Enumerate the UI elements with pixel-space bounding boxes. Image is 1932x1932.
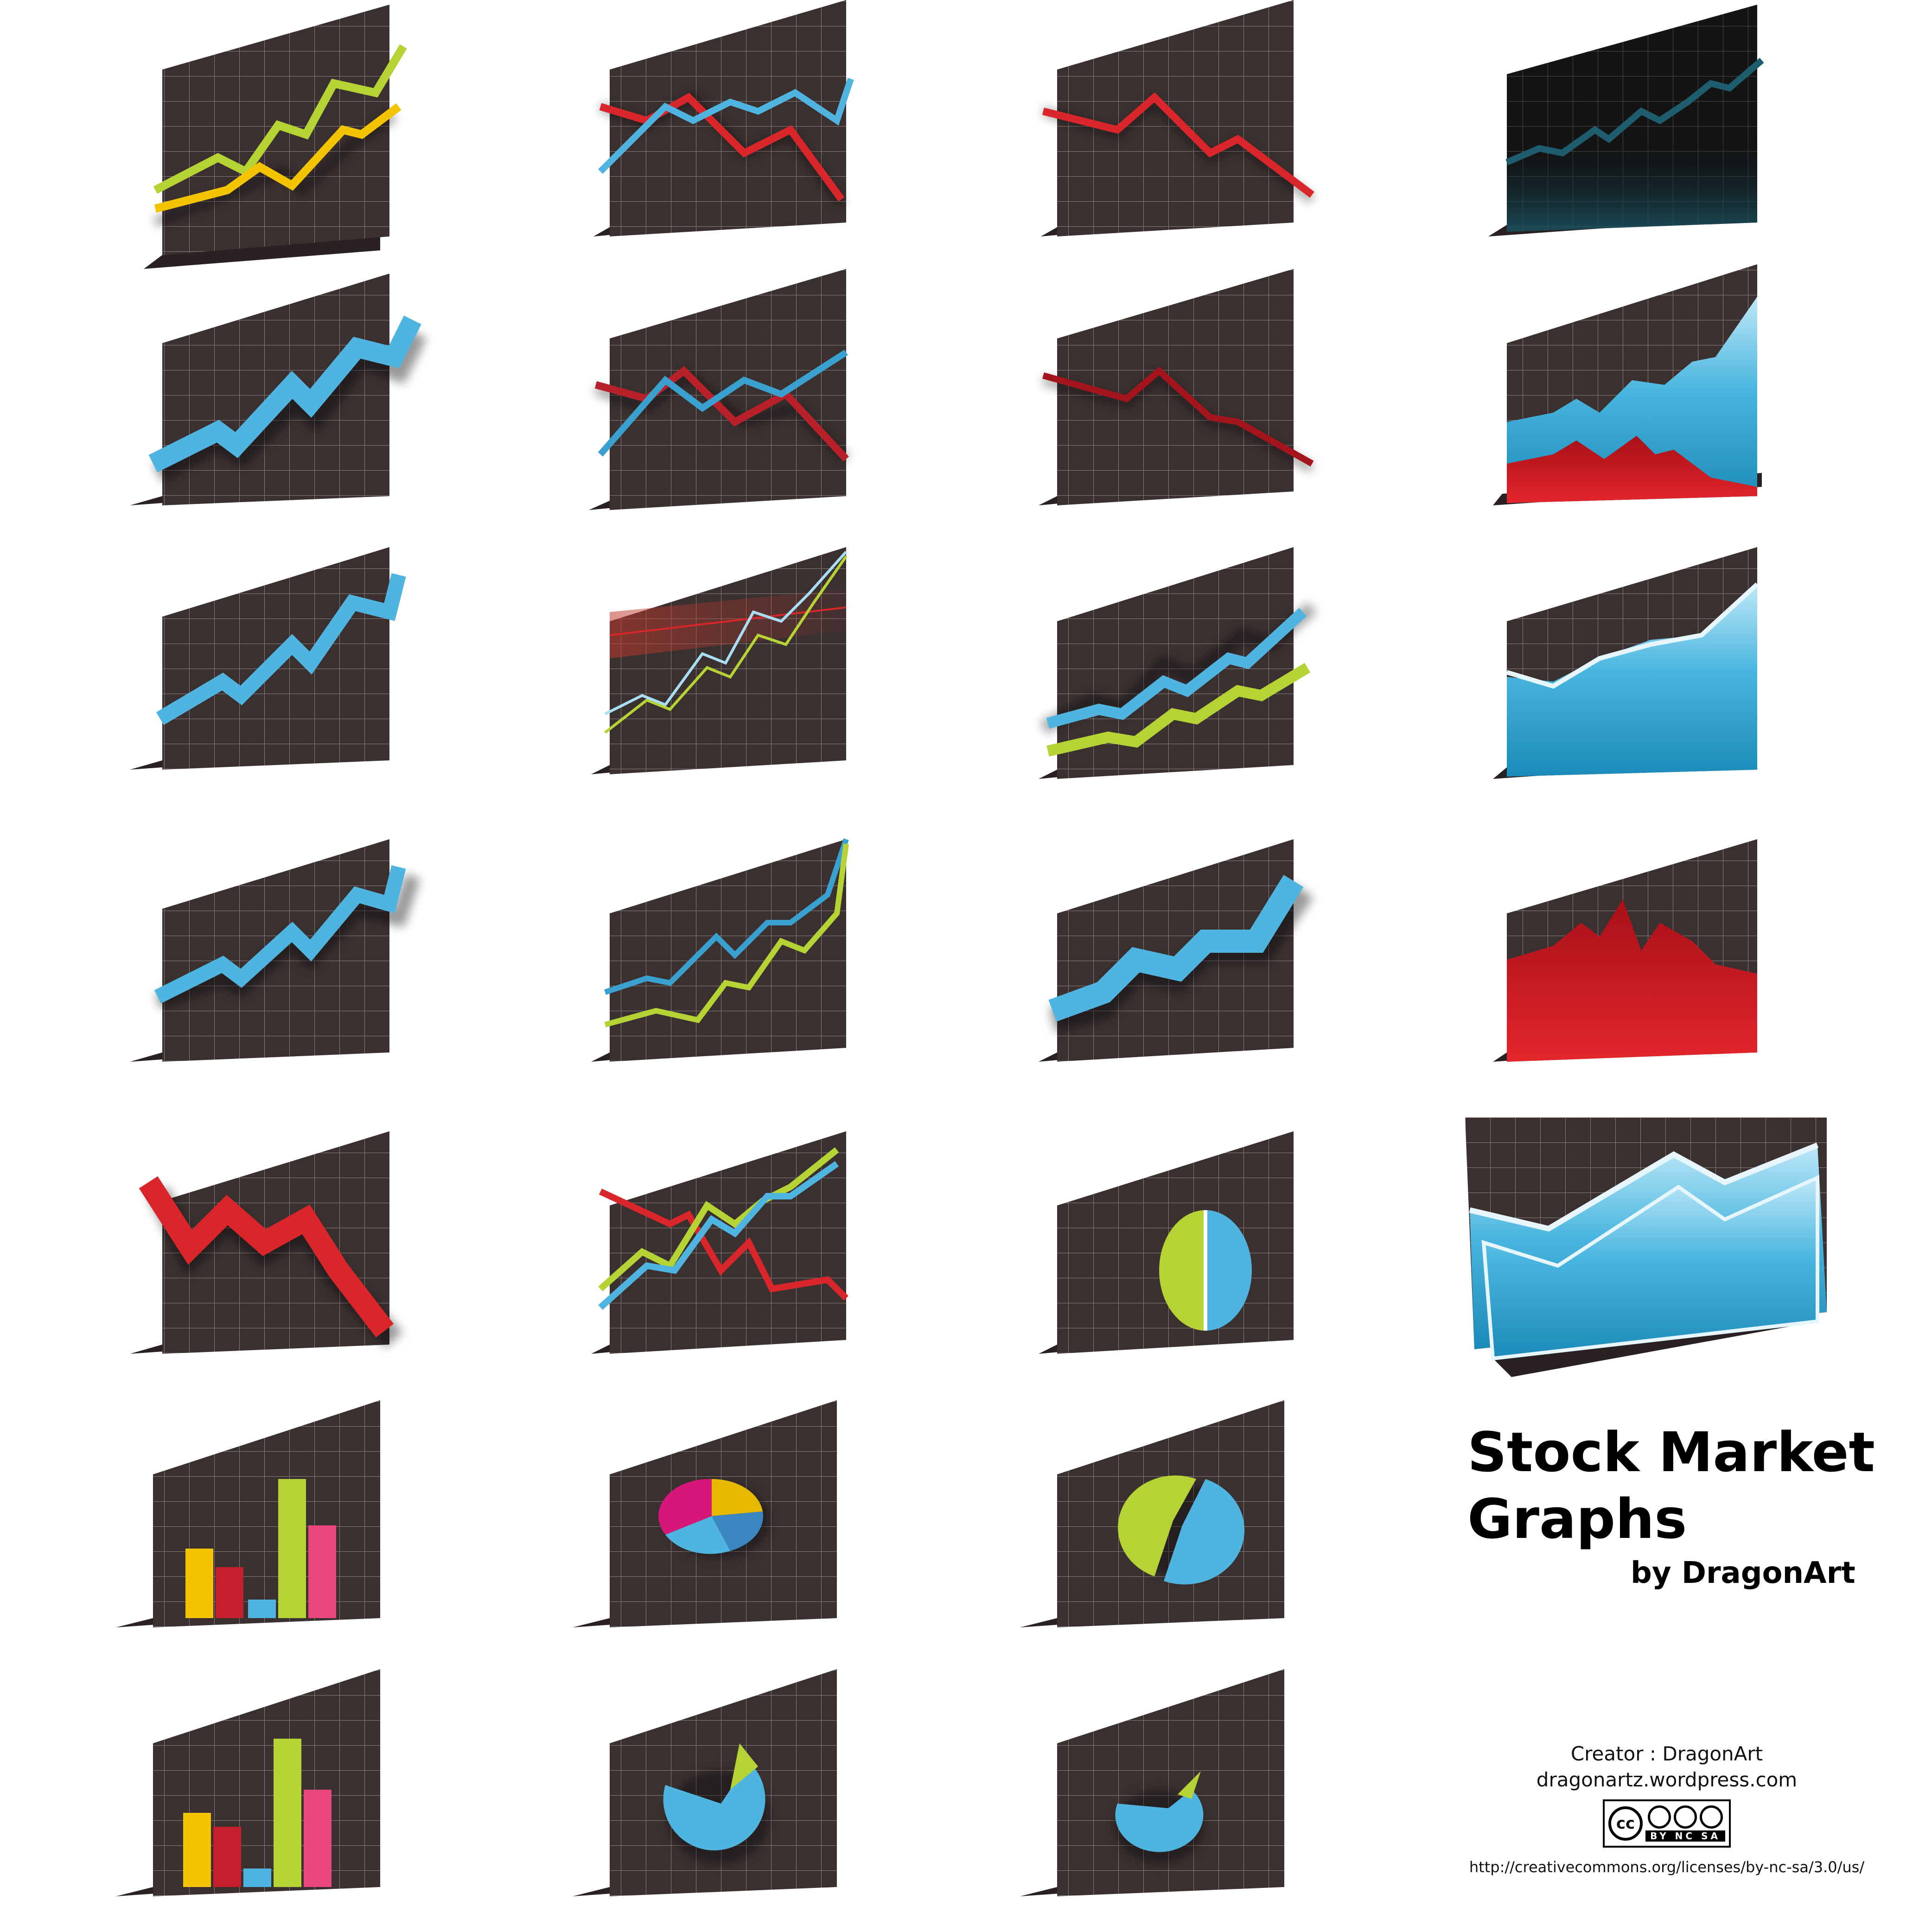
dual-line-red-blue-3d-icon — [589, 269, 850, 510]
red-line-falling-icon — [1041, 0, 1315, 236]
noncommercial-icon — [1673, 1805, 1697, 1829]
thick-blue-line-rising-icon — [130, 274, 427, 505]
icon-grid — [116, 0, 1827, 1896]
dual-line-green-yellow-rising-icon — [144, 5, 407, 269]
dark-red-line-falling-icon — [1039, 269, 1314, 505]
attribution-icon — [1647, 1805, 1671, 1829]
page-title-line2: Graphs — [1467, 1487, 1687, 1551]
cc-license-badge[interactable]: cc BY NC SA — [1603, 1799, 1731, 1848]
creator-credit: Creator : DragonArt — [1570, 1742, 1763, 1765]
page-title-line1: Stock Market — [1467, 1420, 1875, 1484]
byline: by DragonArt — [1631, 1556, 1855, 1590]
thick-red-line-falling-icon — [130, 1131, 403, 1354]
title-block: Stock Market Graphs by DragonArt — [1467, 1419, 1913, 1594]
bar-chart-flat-icon — [116, 1400, 380, 1627]
dual-ribbon-blue-green-3d-icon — [1039, 547, 1317, 779]
license-url-link[interactable]: http://creativecommons.org/licenses/by-n… — [1469, 1858, 1865, 1876]
blue-line-rising-icon — [130, 547, 406, 770]
dual-line-red-blue-crossing-icon — [593, 0, 854, 236]
thick-blue-ribbon-rising-icon — [1039, 839, 1314, 1062]
split-pie-green-blue-icon — [1020, 1400, 1284, 1627]
sharealike-icon — [1699, 1805, 1723, 1829]
dark-glass-line-rising-icon — [1488, 5, 1764, 236]
half-pie-green-blue-icon — [1039, 1131, 1294, 1354]
cc-logo-icon: cc — [1608, 1806, 1643, 1841]
thin-lines-glow-rising-icon — [591, 547, 848, 774]
dual-line-blue-green-3d-icon — [591, 838, 849, 1062]
red-area-3d-icon — [1493, 839, 1757, 1062]
triple-line-crossing-icon — [591, 1131, 848, 1354]
bar-chart-3d-icon — [116, 1669, 380, 1896]
credits-block: Creator : DragonArt dragonartz.wordpress… — [1469, 1741, 1864, 1877]
pie-chart-multicolor-icon — [573, 1400, 837, 1627]
blue-line-rising-shadow-icon — [130, 839, 421, 1062]
large-blue-area-3d-icon — [1465, 1117, 1827, 1377]
blue-red-area-chart-icon — [1493, 264, 1762, 505]
pie-chart-small-slice-icon — [1020, 1669, 1284, 1896]
pie-chart-blue-slice-icon — [573, 1669, 837, 1896]
cc-badge-label: BY NC SA — [1645, 1830, 1725, 1842]
blue-area-glossy-icon — [1493, 547, 1759, 779]
website-credit: dragonartz.wordpress.com — [1536, 1768, 1798, 1791]
